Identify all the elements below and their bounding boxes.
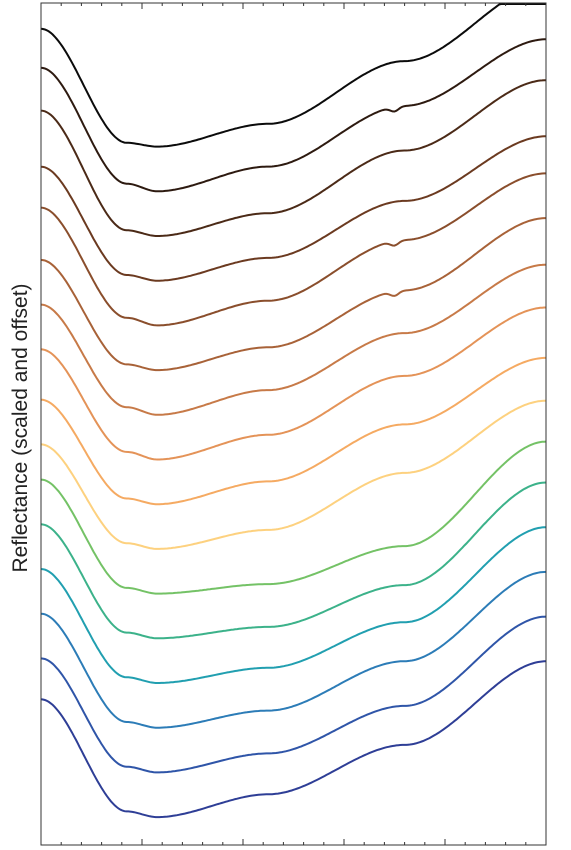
spectrum-line-1	[40, 3, 546, 148]
spectrum-line-5	[40, 172, 546, 327]
x-ticks	[60, 3, 527, 845]
plot-frame	[40, 2, 547, 846]
spectrum-line-7	[40, 263, 546, 416]
spectrum-line-12	[40, 481, 547, 640]
spectrum-line-3	[40, 79, 546, 237]
spectrum-line-8	[40, 306, 546, 461]
spectrum-line-11	[40, 440, 547, 595]
spectrum-line-4	[40, 135, 546, 282]
spectrum-line-10	[40, 399, 546, 550]
spectra-curves	[40, 3, 547, 819]
spectrum-line-13	[40, 526, 547, 684]
spectrum-line-15	[40, 615, 547, 774]
spectrum-line-9	[40, 356, 546, 506]
spectrum-line-14	[40, 570, 547, 729]
spectrum-line-2	[40, 38, 546, 193]
spectrum-line-16	[40, 660, 546, 819]
spectrum-line-6	[40, 217, 546, 372]
